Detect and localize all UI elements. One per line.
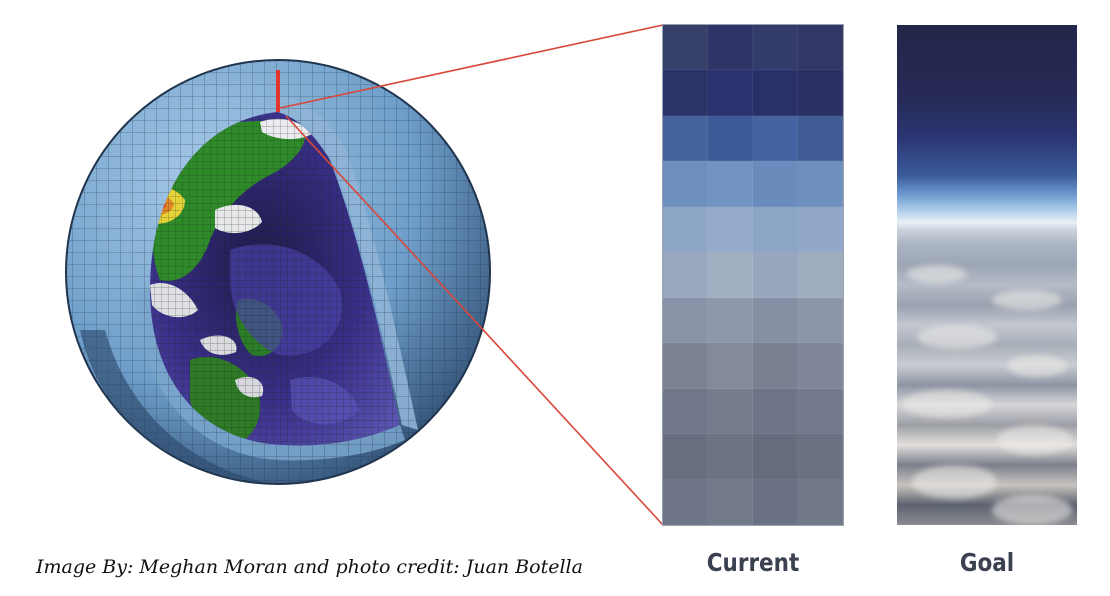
grid-cell	[798, 25, 843, 71]
grid-cell	[753, 388, 798, 435]
grid-cell	[663, 115, 708, 162]
grid-cell	[708, 115, 753, 162]
grid-cell	[753, 161, 798, 207]
grid-cell	[753, 25, 798, 71]
grid-cell	[663, 161, 708, 207]
grid-cell	[663, 252, 708, 298]
grid-cell	[663, 70, 708, 116]
grid-cell	[798, 70, 843, 116]
current-label: Current	[706, 548, 800, 577]
grid-cell	[708, 343, 753, 389]
grid-cell	[798, 343, 843, 389]
zoom-line-bottom	[285, 115, 664, 526]
grid-cell	[708, 479, 753, 525]
grid-cell	[708, 388, 753, 435]
grid-cell	[798, 206, 843, 253]
grid-cell	[753, 479, 798, 525]
grid-cell	[663, 434, 708, 480]
grid-cell	[798, 161, 843, 207]
grid-cell	[708, 25, 753, 71]
grid-cell	[663, 388, 708, 435]
grid-cell	[708, 297, 753, 344]
grid-cell	[753, 115, 798, 162]
grid-cell	[708, 434, 753, 480]
grid-cell	[798, 388, 843, 435]
goal-label: Goal	[959, 548, 1015, 577]
grid-cell	[798, 297, 843, 344]
grid-cell	[663, 206, 708, 253]
grid-cell	[708, 206, 753, 253]
grid-cell	[798, 252, 843, 298]
image-credit-caption: Image By: Meghan Moran and photo credit:…	[36, 556, 583, 578]
grid-cell	[663, 479, 708, 525]
zoom-line-top	[279, 24, 664, 109]
current-model-grid	[662, 24, 844, 526]
grid-cell	[753, 434, 798, 480]
grid-cell	[708, 252, 753, 298]
grid-cell	[798, 434, 843, 480]
grid-cell	[753, 70, 798, 116]
grid-cell	[663, 343, 708, 389]
grid-cell	[753, 252, 798, 298]
grid-cell	[663, 297, 708, 344]
grid-cell	[708, 161, 753, 207]
grid-cell	[753, 297, 798, 344]
grid-cell	[753, 343, 798, 389]
grid-cell	[798, 115, 843, 162]
grid-cell	[663, 25, 708, 71]
grid-cell	[708, 70, 753, 116]
grid-cell	[753, 206, 798, 253]
grid-cell	[798, 479, 843, 525]
goal-atmosphere-photo	[897, 25, 1077, 525]
